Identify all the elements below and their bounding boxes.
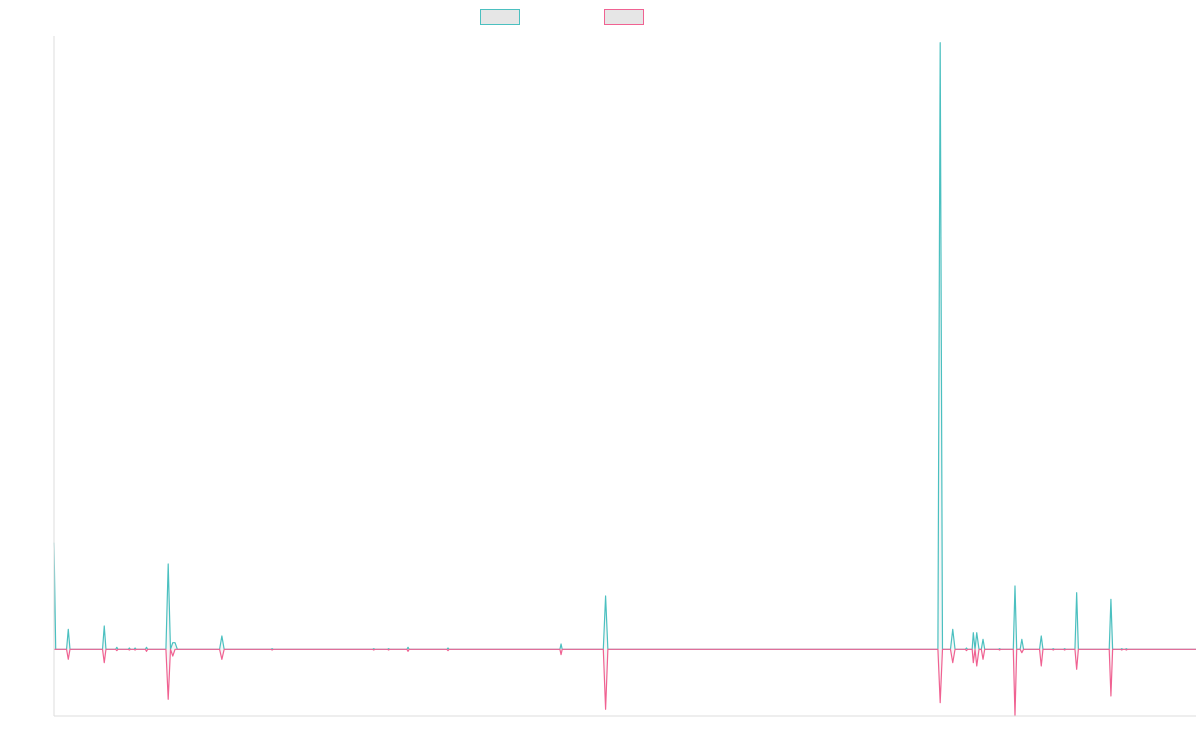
series-2-area	[54, 649, 1196, 716]
series-1-area	[54, 42, 1196, 650]
legend-swatch-series-1[interactable]	[480, 9, 520, 25]
series-1-line[interactable]	[53, 42, 1196, 650]
legend-swatch-series-2[interactable]	[604, 9, 644, 25]
series-2-line[interactable]	[54, 648, 1196, 717]
plot-area	[53, 42, 1196, 717]
